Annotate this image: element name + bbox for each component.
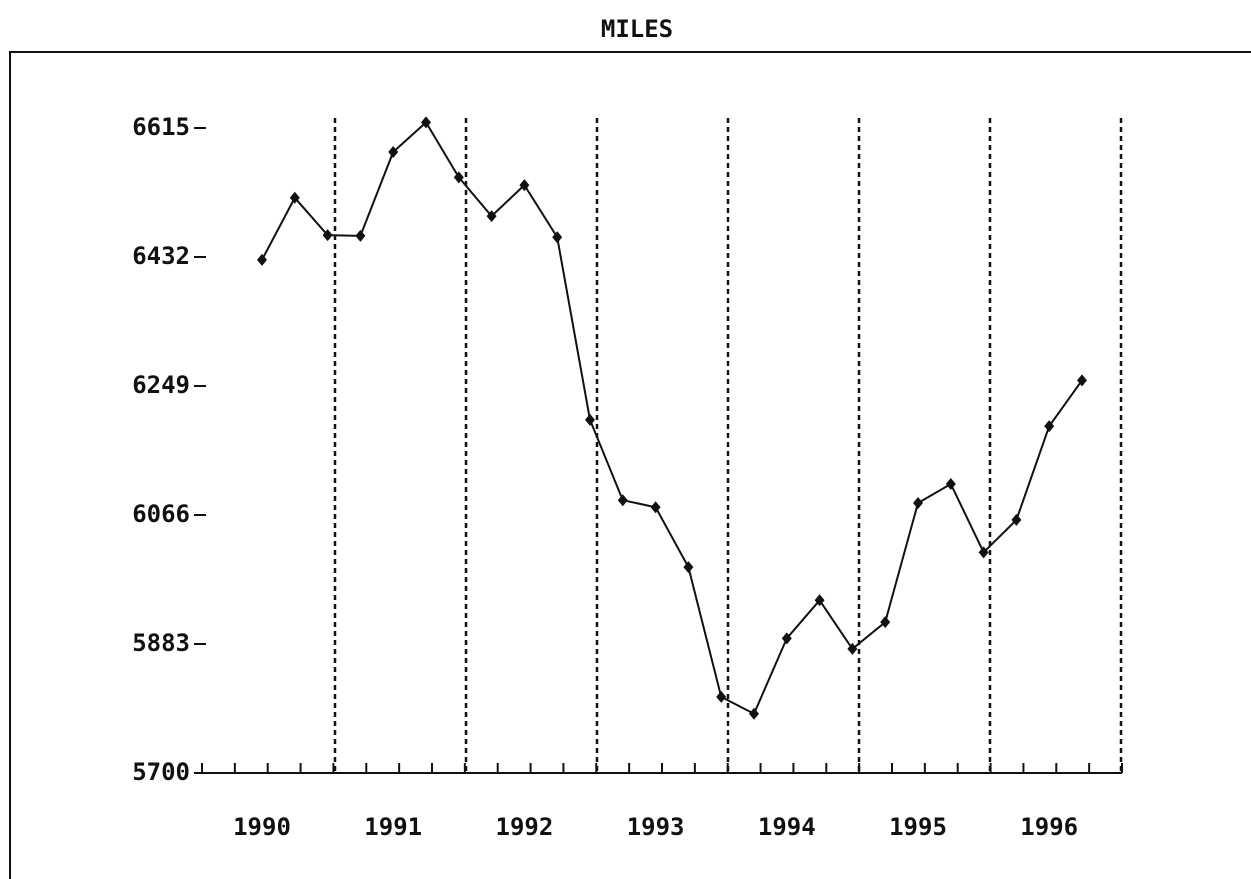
data-point: [519, 179, 530, 192]
frame: [9, 51, 1251, 879]
data-point: [1011, 513, 1022, 526]
data-point: [552, 231, 563, 244]
data-point: [847, 642, 858, 655]
data-point: [453, 171, 464, 184]
data-point: [617, 494, 628, 507]
x-tick-label: 1996: [1020, 813, 1078, 841]
data-line: [261, 120, 1083, 716]
data-point: [945, 477, 956, 490]
y-tick-label: 6249: [132, 371, 190, 399]
chart-title: MILES: [601, 15, 673, 43]
data-point: [913, 497, 923, 510]
y-tick-label: 6066: [132, 500, 190, 528]
data-point: [683, 561, 694, 574]
data-point: [978, 546, 989, 559]
x-tick-label: 1993: [627, 813, 685, 841]
data-point: [257, 253, 267, 266]
x-tick-label: 1991: [364, 813, 422, 841]
data-point: [716, 690, 727, 703]
data-point: [781, 632, 792, 645]
data-point: [486, 210, 497, 223]
data-point: [289, 191, 300, 204]
data-point: [1077, 374, 1087, 387]
data-point: [650, 501, 661, 514]
x-tick-label: 1992: [496, 813, 554, 841]
data-point: [749, 707, 759, 720]
data-point: [814, 594, 825, 607]
data-point: [322, 229, 333, 242]
y-tick-label: 6615: [132, 113, 190, 141]
x-tick-label: 1994: [758, 813, 816, 841]
data-point: [388, 145, 399, 158]
x-tick-label: 1995: [889, 813, 947, 841]
data-point: [880, 616, 891, 629]
data-point: [1044, 420, 1055, 433]
data-point: [421, 116, 431, 129]
y-tick-label: 5883: [132, 629, 190, 657]
y-tick-label: 5700: [132, 758, 190, 786]
data-point: [585, 413, 595, 426]
data-point: [355, 229, 366, 242]
y-tick-label: 6432: [132, 242, 190, 270]
x-tick-label: 1990: [233, 813, 291, 841]
